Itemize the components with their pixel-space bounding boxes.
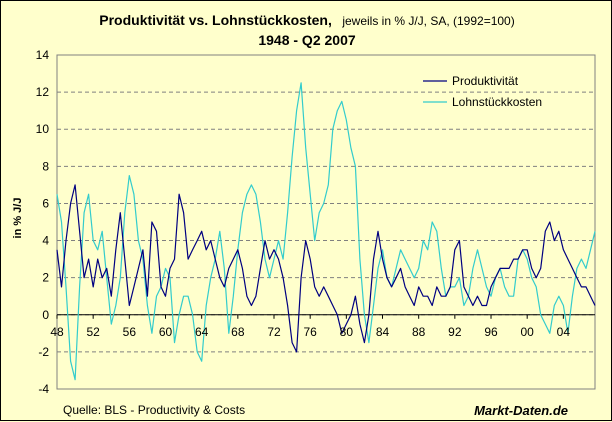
y-tick-label-3: 2 <box>42 271 49 285</box>
x-tick-label-7: 76 <box>303 325 317 339</box>
x-tick-label-14: 04 <box>557 325 571 339</box>
y-tick-label-1: -2 <box>38 345 49 359</box>
x-tick-label-12: 96 <box>484 325 498 339</box>
chart-title: Produktivität vs. Lohnstückkosten, jewei… <box>99 12 514 29</box>
x-tick-label-5: 68 <box>231 325 245 339</box>
x-tick-label-9: 84 <box>376 325 390 339</box>
x-tick-label-3: 60 <box>159 325 173 339</box>
series-line-produktivitaet <box>56 184 596 353</box>
legend-label-produktivitaet: Produktivität <box>452 74 519 88</box>
y-tick-label-2: 0 <box>42 308 49 322</box>
x-tick-label-6: 72 <box>267 325 281 339</box>
chart-title-period: 1948 - Q2 2007 <box>258 32 356 48</box>
series-lines <box>56 82 596 381</box>
x-tick-label-8: 80 <box>340 325 354 339</box>
y-tick-label-0: -4 <box>38 382 49 396</box>
y-tick-label-9: 14 <box>36 48 50 62</box>
x-tick-label-4: 64 <box>195 325 209 339</box>
x-tick-label-1: 52 <box>86 325 100 339</box>
x-tick-label-11: 92 <box>448 325 462 339</box>
y-tick-label-7: 10 <box>36 122 50 136</box>
y-tick-label-8: 12 <box>36 85 50 99</box>
legend-label-lohnstueckkosten: Lohnstückkosten <box>452 95 542 109</box>
x-tick-label-2: 56 <box>123 325 137 339</box>
y-tick-label-6: 8 <box>42 159 49 173</box>
series-line-lohnstueckkosten <box>56 82 596 381</box>
y-tick-labels: -4 -2 0 2 4 6 8 10 12 14 <box>36 48 50 396</box>
plot-area <box>56 54 596 390</box>
brand-label: Markt-Daten.de <box>474 403 568 418</box>
x-tick-label-10: 88 <box>412 325 426 339</box>
chart-title-main: Produktivität vs. Lohnstückkosten, <box>99 12 332 28</box>
axes <box>56 314 595 319</box>
x-tick-label-13: 00 <box>521 325 535 339</box>
source-note: Quelle: BLS - Productivity & Costs <box>63 403 245 417</box>
x-tick-label-0: 48 <box>50 325 64 339</box>
y-tick-label-4: 4 <box>42 234 49 248</box>
y-tick-label-5: 6 <box>42 196 49 210</box>
chart-title-sub: jeweils in % J/J, SA, (1992=100) <box>341 14 514 28</box>
legend: Produktivität Lohnstückkosten <box>423 74 542 109</box>
x-tick-labels: 48 52 56 60 64 68 72 76 80 84 88 92 96 00 04 <box>50 325 570 339</box>
y-axis-label: in % J/J <box>12 198 24 239</box>
